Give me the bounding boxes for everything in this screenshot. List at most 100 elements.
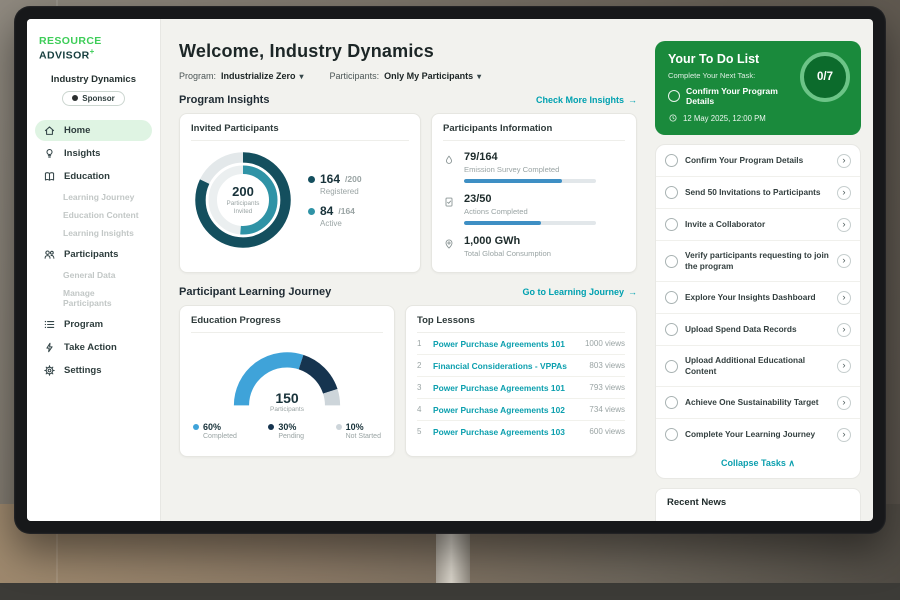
sidebar-item-home[interactable]: Home [35, 119, 152, 141]
gauge-center-label: Participants [270, 406, 304, 413]
task-row[interactable]: Upload Spend Data Records › [656, 314, 860, 347]
task-label: Upload Spend Data Records [685, 323, 797, 334]
sidebar-item-learning-journey[interactable]: Learning Journey [35, 189, 152, 206]
todo-subtitle: Complete Your Next Task: [668, 71, 756, 80]
lesson-link[interactable]: Power Purchase Agreements 101 [433, 338, 565, 349]
checkbox-icon[interactable] [665, 218, 678, 231]
task-row[interactable]: Achieve One Sustainability Target › [656, 387, 860, 420]
sidebar-item-general-data[interactable]: General Data [35, 267, 152, 284]
chevron-right-icon[interactable]: › [837, 254, 851, 269]
not-started-dot-icon [335, 424, 342, 430]
checkbox-icon[interactable] [665, 291, 678, 305]
main-content: Welcome, Industry Dynamics Program: Indu… [161, 19, 649, 521]
monitor-frame: RESOURCE ADVISOR+ Industry Dynamics Spon… [14, 6, 886, 534]
sidebar-item-settings[interactable]: Settings [35, 360, 152, 381]
consumption-icon [443, 235, 456, 263]
task-label: Verify participants requesting to join t… [685, 249, 829, 272]
sidebar-item-education-content[interactable]: Education Content [35, 207, 152, 224]
progress-bar [464, 221, 596, 225]
donut-center-label: Participants Invited [226, 200, 260, 215]
task-label: Invite a Collaborator [685, 218, 766, 229]
program-filter: Program: Industrialize Zero ▾ [179, 71, 304, 81]
chevron-right-icon[interactable]: › [837, 217, 851, 232]
nav-label: Participants [64, 248, 119, 260]
nav-label: Manage Participants [63, 288, 112, 308]
legend-total: /200 [345, 174, 362, 184]
education-legend: 60% Completed 30% Pending [191, 422, 383, 440]
sidebar-item-take-action[interactable]: Take Action [35, 337, 152, 358]
sidebar-item-manage-participants[interactable]: Manage Participants [35, 285, 152, 312]
checkbox-icon[interactable] [665, 323, 678, 337]
chevron-right-icon[interactable]: › [837, 395, 851, 410]
lesson-link[interactable]: Power Purchase Agreements 101 [433, 382, 565, 393]
checkbox-icon[interactable] [665, 359, 678, 373]
checkbox-icon[interactable] [668, 90, 680, 102]
participants-select[interactable]: Only My Participants ▾ [384, 71, 481, 81]
app-window: RESOURCE ADVISOR+ Industry Dynamics Spon… [27, 19, 873, 521]
program-insights-cards: Invited Participants [179, 113, 637, 273]
sidebar-item-learning-insights[interactable]: Learning Insights [35, 225, 152, 242]
sidebar-item-insights[interactable]: Insights [35, 143, 152, 164]
stat-row: 23/50 Actions Completed [443, 193, 625, 225]
todo-datetime: 12 May 2025, 12:00 PM [683, 113, 766, 123]
recent-news-title: Recent News [667, 497, 727, 509]
sidebar-item-education[interactable]: Education [35, 166, 152, 187]
registered-dot-icon [308, 175, 315, 183]
lesson-link[interactable]: Power Purchase Agreements 102 [433, 404, 565, 415]
chevron-right-icon[interactable]: › [837, 185, 851, 200]
checkbox-icon[interactable] [665, 186, 678, 199]
task-label: Upload Additional Educational Content [685, 354, 805, 377]
task-row[interactable]: Confirm Your Program Details › [656, 145, 860, 177]
invited-participants-card: Invited Participants [179, 113, 421, 273]
legend-label: Active [320, 219, 342, 228]
checkbox-icon[interactable] [665, 254, 678, 268]
task-label: Explore Your Insights Dashboard [685, 291, 816, 302]
task-label: Achieve One Sustainability Target [685, 397, 819, 408]
todo-summary-card: Your To Do List Complete Your Next Task:… [655, 41, 861, 135]
lesson-views: 1000 views [584, 339, 625, 348]
chevron-right-icon[interactable]: › [837, 427, 851, 442]
todo-panel: Your To Do List Complete Your Next Task:… [649, 19, 873, 521]
lesson-link[interactable]: Power Purchase Agreements 103 [433, 426, 565, 437]
chevron-right-icon[interactable]: › [837, 290, 851, 305]
checkbox-icon[interactable] [665, 396, 678, 410]
task-row[interactable]: Invite a Collaborator › [656, 209, 860, 241]
chevron-right-icon[interactable]: › [837, 359, 851, 374]
go-to-learning-journey-link[interactable]: Go to Learning Journey → [522, 287, 637, 297]
logo-secondary: ADVISOR [39, 49, 90, 62]
task-row[interactable]: Complete Your Learning Journey › [656, 419, 860, 450]
check-more-insights-link[interactable]: Check More Insights → [536, 95, 637, 105]
legend-total: /164 [338, 206, 355, 216]
lesson-row: 3 Power Purchase Agreements 101 793 view… [417, 377, 625, 399]
sidebar-item-participants[interactable]: Participants [35, 244, 152, 265]
stat-value: 23/50 [464, 193, 492, 205]
chevron-right-icon[interactable]: › [837, 322, 851, 337]
lesson-row: 5 Power Purchase Agreements 103 600 view… [417, 421, 625, 442]
task-row[interactable]: Send 50 Invitations to Participants › [656, 177, 860, 209]
task-row[interactable]: Upload Additional Educational Content › [656, 346, 860, 388]
todo-next-task[interactable]: Confirm Your Program Details [668, 86, 794, 106]
filter-label: Participants: [329, 71, 380, 81]
todo-next-task-label: Confirm Your Program Details [686, 86, 778, 106]
participants-filter: Participants: Only My Participants ▾ [330, 71, 482, 81]
participants-information-card: Participants Information 79/164 Emission… [431, 113, 637, 273]
program-select[interactable]: Industrialize Zero ▾ [221, 71, 304, 81]
education-gauge-chart: 150 Participants [219, 339, 355, 413]
recent-news-header: Recent News [655, 488, 861, 521]
collapse-tasks-link[interactable]: Collapse Tasks ∧ [656, 450, 860, 478]
stat-label: Actions Completed [464, 207, 528, 216]
desk-surface [0, 583, 900, 600]
sidebar-item-program[interactable]: Program [35, 314, 152, 335]
checkbox-icon[interactable] [665, 428, 678, 442]
chevron-right-icon[interactable]: › [837, 153, 851, 168]
sidebar: RESOURCE ADVISOR+ Industry Dynamics Spon… [27, 19, 161, 521]
lesson-link[interactable]: Financial Considerations - VPPAs [433, 360, 567, 371]
card-title: Education Progress [191, 315, 383, 333]
progress-bar [464, 179, 596, 183]
stat-label: Emission Survey Completed [464, 165, 560, 174]
take-action-icon [43, 341, 56, 354]
legend-completed: 60% Completed [193, 422, 237, 440]
checkbox-icon[interactable] [665, 154, 678, 167]
task-row[interactable]: Verify participants requesting to join t… [656, 241, 860, 283]
task-row[interactable]: Explore Your Insights Dashboard › [656, 282, 860, 315]
